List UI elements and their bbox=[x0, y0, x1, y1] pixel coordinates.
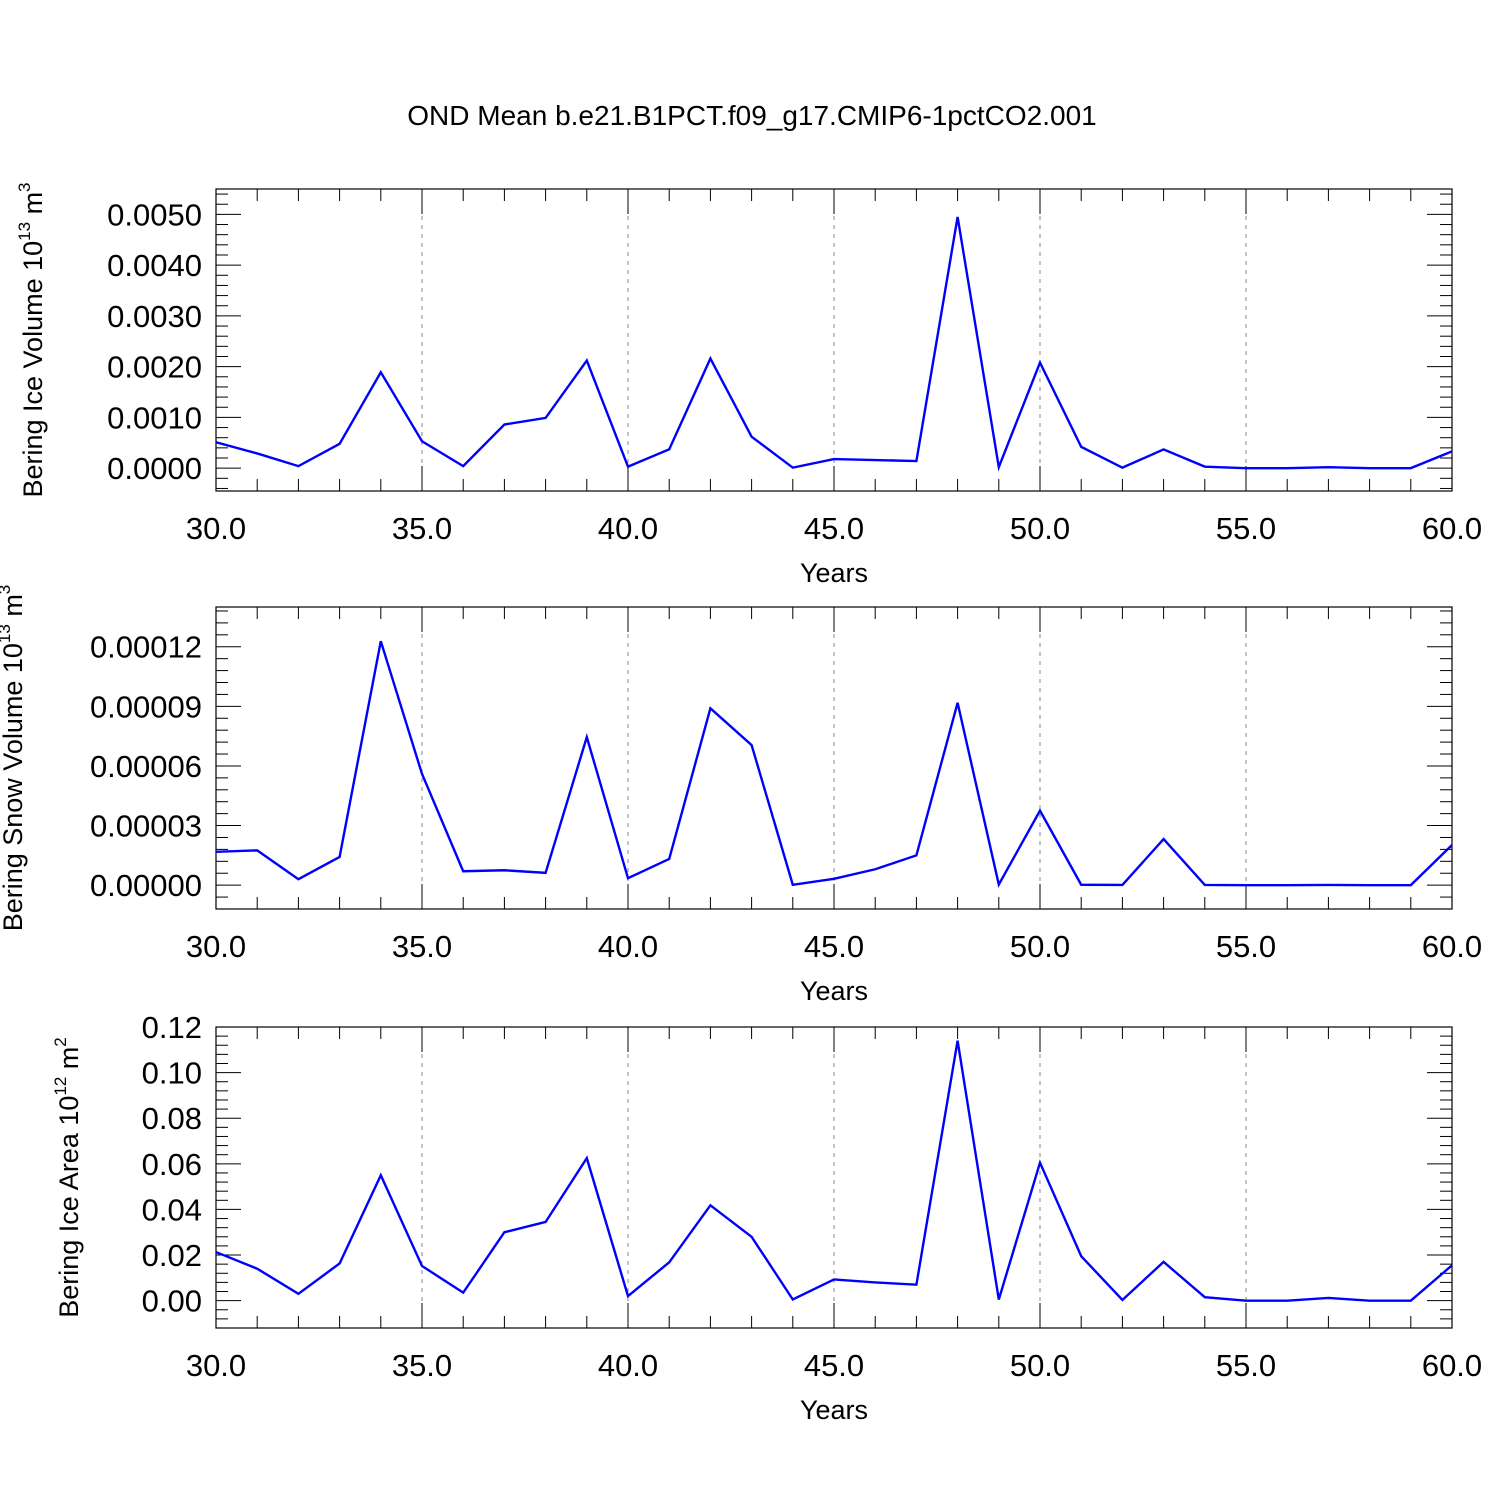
y-tick-label: 0.06 bbox=[142, 1147, 202, 1182]
x-tick-label: 60.0 bbox=[1422, 1348, 1482, 1383]
x-tick-label: 35.0 bbox=[392, 1348, 452, 1383]
x-axis-label: Years bbox=[800, 976, 868, 1006]
panel-1: 0.0000 0.0010 0.0020 0.0030 0.0040 0.0050 30.0… bbox=[15, 182, 1482, 588]
x-tick-label: 50.0 bbox=[1010, 929, 1070, 964]
x-tick-label: 40.0 bbox=[598, 1348, 658, 1383]
y-axis-label: Bering Ice Volume 1013 m3 bbox=[15, 182, 48, 497]
x-tick-label: 35.0 bbox=[392, 929, 452, 964]
y-tick-label: 0.00012 bbox=[90, 630, 202, 665]
x-tick-label: 50.0 bbox=[1010, 511, 1070, 546]
y-tick-label: 0.0020 bbox=[107, 350, 202, 385]
x-tick-label: 45.0 bbox=[804, 1348, 864, 1383]
y-tick-label: 0.0040 bbox=[107, 248, 202, 283]
y-tick-label: 0.0030 bbox=[107, 299, 202, 334]
y-tick-label: 0.08 bbox=[142, 1101, 202, 1136]
series-line bbox=[215, 640, 1453, 888]
panel-2: 0.00000 0.00003 0.00006 0.00009 0.00012 30.0 3… bbox=[0, 585, 1482, 1006]
y-tick-label: 0.0000 bbox=[107, 451, 202, 486]
x-tick-label: 55.0 bbox=[1216, 511, 1276, 546]
series-line bbox=[215, 216, 1453, 472]
x-tick-label: 40.0 bbox=[598, 929, 658, 964]
y-tick-label: 0.00009 bbox=[90, 689, 202, 724]
y-axis-label: Bering Ice Area 1012 m2 bbox=[51, 1037, 84, 1318]
y-tick-label: 0.00003 bbox=[90, 809, 202, 844]
y-tick-label: 0.0050 bbox=[107, 197, 202, 232]
x-tick-label: 30.0 bbox=[186, 511, 246, 546]
y-tick-label: 0.02 bbox=[142, 1238, 202, 1273]
y-tick-label: 0.12 bbox=[142, 1010, 202, 1045]
y-tick-label: 0.0010 bbox=[107, 400, 202, 435]
x-tick-label: 55.0 bbox=[1216, 1348, 1276, 1383]
x-axis-label: Years bbox=[800, 558, 868, 588]
x-tick-label: 30.0 bbox=[186, 929, 246, 964]
x-tick-label: 30.0 bbox=[186, 1348, 246, 1383]
x-axis-label: Years bbox=[800, 1395, 868, 1425]
x-tick-label: 45.0 bbox=[804, 511, 864, 546]
panel-3: 0.00 0.02 0.04 0.06 0.08 0.10 0.12 30.0 35.0 40.0… bbox=[51, 1010, 1482, 1425]
y-axis-label: Bering Snow Volume 1013 m3 bbox=[0, 585, 28, 932]
y-tick-label: 0.00006 bbox=[90, 749, 202, 784]
x-tick-label: 60.0 bbox=[1422, 511, 1482, 546]
x-tick-label: 50.0 bbox=[1010, 1348, 1070, 1383]
y-tick-label: 0.04 bbox=[142, 1192, 202, 1227]
y-tick-label: 0.10 bbox=[142, 1056, 202, 1091]
y-tick-label: 0.00 bbox=[142, 1284, 202, 1319]
x-tick-label: 40.0 bbox=[598, 511, 658, 546]
y-tick-label: 0.00000 bbox=[90, 868, 202, 903]
x-tick-label: 45.0 bbox=[804, 929, 864, 964]
x-tick-label: 55.0 bbox=[1216, 929, 1276, 964]
x-tick-label: 35.0 bbox=[392, 511, 452, 546]
x-tick-label: 60.0 bbox=[1422, 929, 1482, 964]
series-line bbox=[215, 1040, 1453, 1302]
figure-title: OND Mean b.e21.B1PCT.f09_g17.CMIP6-1pctC… bbox=[407, 100, 1096, 131]
